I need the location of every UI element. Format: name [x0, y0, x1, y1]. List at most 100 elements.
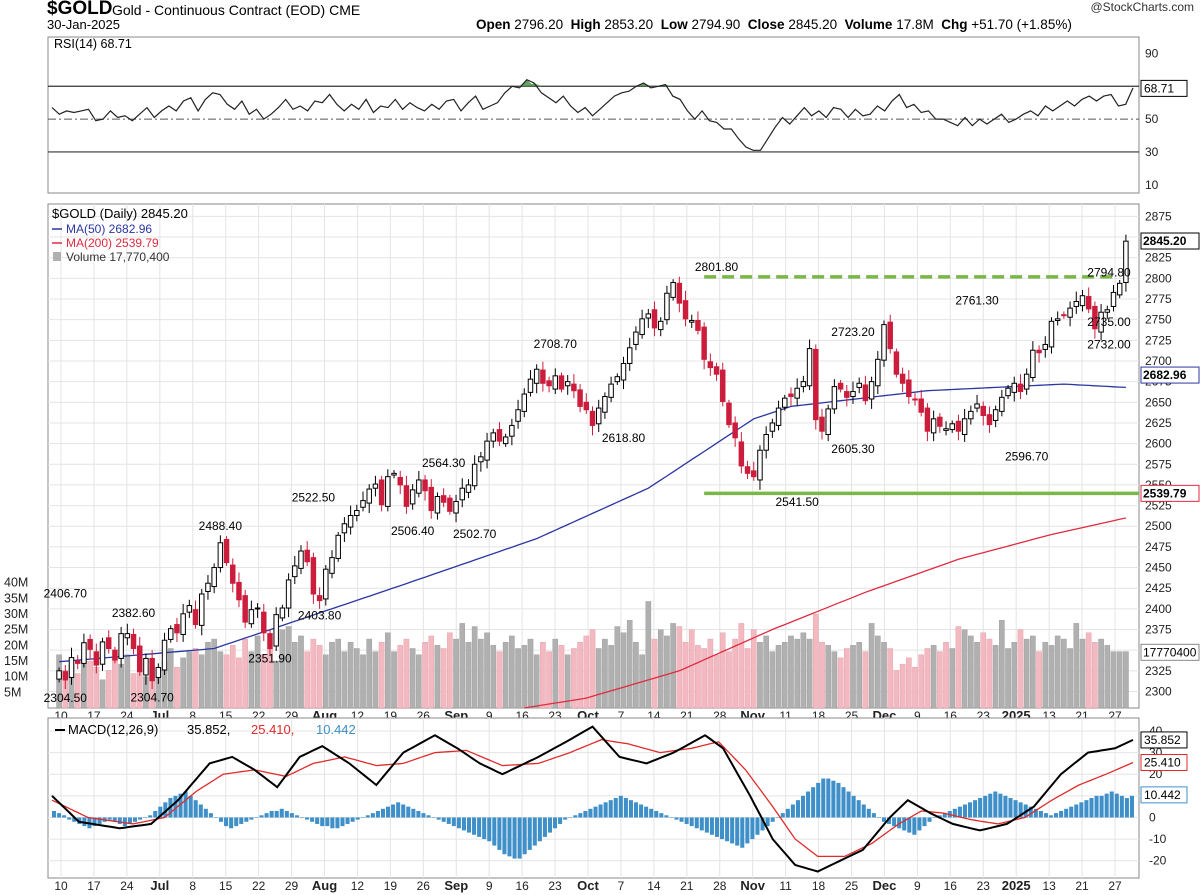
candle-body — [211, 567, 217, 588]
macd-histogram-bar — [1033, 808, 1038, 818]
macd-x-tick-label: 16 — [515, 879, 529, 893]
macd-histogram-bar — [345, 817, 350, 824]
macd-histogram-bar — [148, 815, 153, 818]
volume-bar — [800, 632, 807, 709]
macd-histogram-bar — [360, 817, 365, 818]
volume-bar — [484, 632, 490, 709]
volume-bar — [1054, 635, 1061, 709]
macd-histogram-bar — [962, 804, 967, 818]
volume-bar — [825, 645, 831, 709]
price-annotation: 2564.30 — [422, 456, 466, 470]
candle-body — [310, 557, 317, 595]
volume-bar — [732, 638, 738, 709]
candle-body — [316, 595, 323, 602]
price-annotation: 2502.70 — [453, 527, 497, 541]
volume-bar — [180, 657, 186, 709]
candle-body — [99, 641, 106, 665]
candle-body — [664, 292, 670, 321]
chart-date: 30-Jan-2025 — [47, 17, 120, 32]
macd-x-tick-label: 19 — [384, 879, 398, 893]
volume-bar — [378, 642, 385, 709]
candle-body — [285, 579, 292, 609]
candle-body — [713, 366, 720, 375]
macd-histogram-bar — [765, 817, 770, 827]
macd-histogram-bar — [193, 800, 198, 818]
volume-bar — [440, 648, 447, 709]
volume-bar — [329, 642, 335, 709]
macd-histogram-bar — [477, 817, 482, 837]
candle-body — [1092, 305, 1098, 330]
macd-histogram-bar — [502, 817, 507, 855]
candle-body — [440, 495, 447, 503]
macd-histogram-bar — [623, 798, 628, 818]
macd-x-tick-label: 9 — [914, 879, 921, 893]
macd-frame — [47, 717, 1140, 879]
volume-bar — [540, 642, 546, 709]
candle-body — [552, 375, 559, 390]
macd-histogram-bar — [578, 813, 583, 818]
macd-histogram-bar — [254, 817, 259, 818]
volume-bar — [360, 654, 366, 709]
macd-histogram-bar — [881, 817, 887, 822]
macd-histogram-bar — [117, 817, 122, 824]
macd-histogram-bar — [795, 800, 800, 818]
candle-body — [589, 410, 596, 426]
macd-histogram-bar — [492, 817, 497, 846]
macd-histogram-bar — [310, 817, 315, 822]
macd-histogram-bar — [907, 817, 912, 833]
candle-body — [422, 479, 428, 492]
volume-bar — [533, 654, 540, 709]
volume-bar — [633, 642, 639, 709]
candle-body — [118, 633, 124, 659]
price-tick-label: 2800 — [1145, 271, 1172, 285]
volume-bar — [453, 638, 459, 709]
candle-body — [800, 381, 807, 388]
macd-histogram-bar — [365, 815, 370, 818]
candle-body — [1061, 314, 1067, 317]
candle-body — [130, 633, 137, 650]
macd-histogram-bar — [416, 810, 421, 818]
macd-histogram-bar — [274, 810, 279, 818]
macd-histogram-bar — [522, 817, 527, 855]
macd-tick-label: 0 — [1149, 810, 1156, 824]
candle-body — [732, 422, 738, 439]
macd-histogram-bar — [826, 778, 831, 818]
macd-histogram-bar — [1104, 793, 1109, 818]
macd-histogram-bar — [401, 804, 406, 818]
macd-histogram-bar — [370, 813, 375, 818]
macd-histogram-bar — [411, 808, 416, 818]
macd-histogram-bar — [694, 817, 699, 829]
macd-histogram-bar — [760, 817, 765, 831]
candle-body — [639, 318, 645, 336]
macd-histogram-bar — [107, 817, 112, 820]
candle-body — [906, 379, 912, 398]
candle-body — [788, 393, 794, 398]
macd-x-tick-label: Aug — [312, 878, 337, 893]
price-tick-label: 2500 — [1145, 519, 1172, 533]
volume-bar — [719, 632, 726, 709]
volume-bar — [819, 642, 825, 709]
macd-x-tick-label: 24 — [120, 879, 134, 893]
macd-histogram-bar — [487, 817, 492, 842]
stockcharts-credit[interactable]: @StockCharts.com — [1090, 0, 1194, 14]
candle-body — [323, 568, 329, 600]
volume-bar — [397, 645, 404, 709]
macd-histogram-bar — [132, 817, 138, 822]
candle-body — [695, 319, 701, 331]
candle-body — [676, 282, 683, 304]
rsi-tick-label: 90 — [1145, 46, 1159, 60]
macd-legend-name: MACD(12,26,9) — [68, 722, 158, 737]
candle-body — [986, 414, 993, 426]
macd-histogram-bar — [239, 817, 244, 824]
open-label: Open — [476, 17, 511, 32]
signal-legend-value: 25.410, — [251, 722, 294, 737]
macd-histogram-bar — [340, 817, 345, 827]
price-annotation: 2618.80 — [602, 431, 646, 445]
price-annotation: 2732.00 — [1087, 338, 1131, 352]
candle-body — [428, 486, 434, 512]
macd-histogram-bar — [983, 795, 988, 818]
candle-body — [1011, 382, 1017, 393]
candle-body — [248, 609, 255, 625]
